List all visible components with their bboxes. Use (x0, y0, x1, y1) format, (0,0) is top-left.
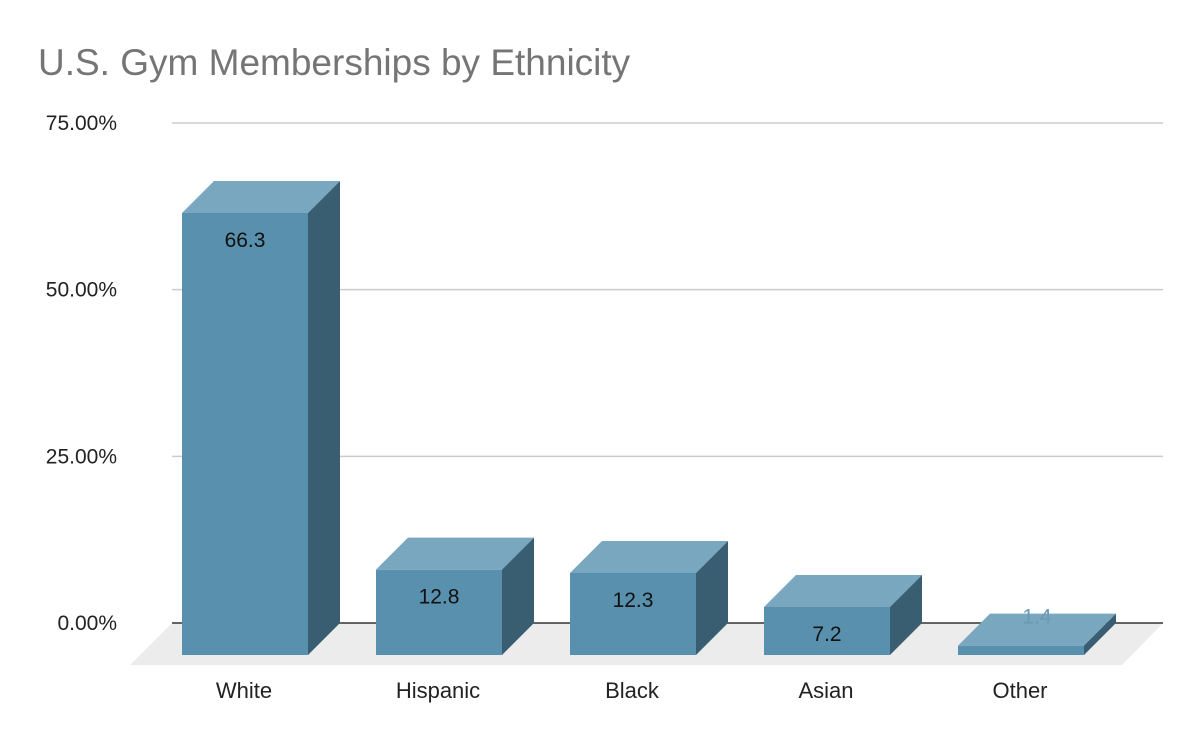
bar-hispanic (376, 537, 534, 655)
bar-top (570, 541, 728, 573)
data-label: 66.3 (225, 229, 266, 252)
bar-top (376, 537, 534, 570)
bar-front (570, 573, 696, 655)
bar-front (958, 645, 1084, 655)
y-tick-label: 75.00% (46, 112, 117, 135)
bar-front (182, 213, 308, 655)
y-tick-label: 0.00% (57, 612, 117, 635)
x-category-label: Asian (798, 678, 853, 703)
data-label: 7.2 (812, 623, 841, 646)
x-axis-categories: White Hispanic Black Asian Other (216, 678, 1048, 703)
data-label: 12.3 (613, 589, 654, 612)
bar-asian (764, 575, 922, 655)
x-category-label: White (216, 678, 272, 703)
x-category-label: Black (605, 678, 660, 703)
bar-side (308, 181, 340, 655)
bar-other (958, 613, 1116, 655)
bar-front (764, 607, 890, 655)
bar-black (570, 541, 728, 655)
y-axis-ticks: 0.00% 25.00% 50.00% 75.00% (46, 112, 117, 635)
data-label: 12.8 (419, 586, 460, 609)
bar-white (182, 181, 340, 655)
bar-top (958, 613, 1116, 646)
chart-title: U.S. Gym Memberships by Ethnicity (38, 42, 631, 83)
bar-side (1084, 613, 1116, 655)
data-label: 1.4 (1022, 606, 1052, 629)
data-labels: 66.3 12.8 12.3 7.2 1.4 (225, 229, 1052, 646)
bar-side (696, 541, 728, 655)
bar-side (502, 537, 534, 655)
bar-top (764, 575, 922, 607)
x-category-label: Hispanic (396, 678, 480, 703)
bar-side (890, 575, 922, 655)
y-tick-label: 25.00% (46, 445, 117, 468)
bar-front (376, 569, 502, 655)
x-category-label: Other (992, 678, 1047, 703)
y-tick-label: 50.00% (46, 279, 117, 302)
bar-top (182, 181, 340, 213)
bars (182, 181, 1116, 655)
